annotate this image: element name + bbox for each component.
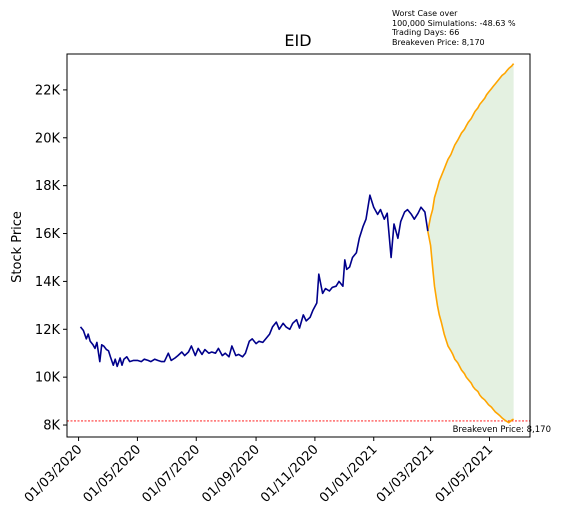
breakeven-label: Breakeven Price: 8,170 [453,425,551,435]
y-tick-label: 8K [43,419,60,434]
simulation-fill-area [427,63,514,423]
y-axis-label: Stock Price [10,211,25,283]
x-tick-label: 01/05/2021 [433,442,497,506]
y-tick-label: 10K [35,371,61,386]
summary-line: Worst Case over [392,9,458,18]
historical-price-line [79,194,429,368]
y-tick-label: 16K [35,227,61,242]
summary-line: Trading Days: 66 [392,28,460,37]
y-tick-label: 20K [35,131,61,146]
y-axis-ticks: 8K 10K 12K 14K 16K 18K 20K 22K [35,83,67,434]
y-tick-label: 14K [35,275,61,290]
x-tick-label: 01/01/2021 [317,442,381,506]
x-axis-ticks: 01/03/202001/05/202001/07/202001/09/2020… [22,437,496,506]
summary-line: Breakeven Price: 8,170 [392,37,485,47]
plot-area-frame [66,53,531,438]
best-case-line [427,63,515,232]
x-tick-label: 01/03/2021 [374,442,438,506]
y-tick-label: 22K [35,83,61,98]
x-tick-label: 01/05/2020 [81,442,145,506]
x-tick-label: 01/03/2020 [22,442,86,506]
x-tick-label: 01/11/2020 [258,442,322,506]
simulation-range-area [427,63,514,423]
y-tick-label: 12K [35,323,61,338]
chart-title: EID [284,31,311,50]
y-tick-label: 18K [35,179,61,194]
summary-line: 100,000 Simulations: -48.63 % [392,18,516,28]
worst-case-line [427,230,515,424]
x-tick-label: 01/09/2020 [199,442,263,506]
simulation-summary: Worst Case over 100,000 Simulations: -48… [392,9,516,47]
series-group [79,63,515,424]
x-tick-label: 01/07/2020 [140,442,204,506]
